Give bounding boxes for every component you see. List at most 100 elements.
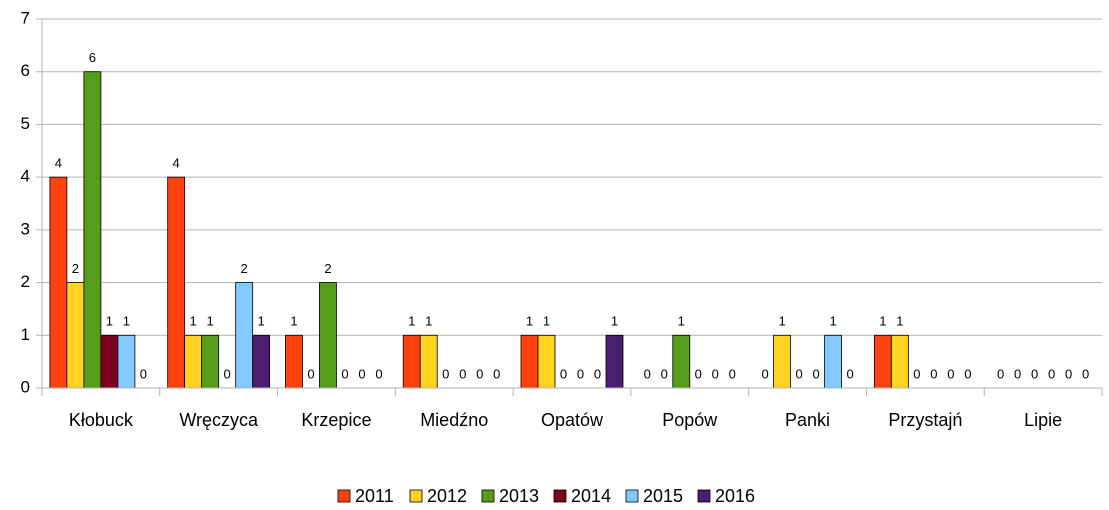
legend-swatch [481,489,495,503]
value-label: 1 [290,314,297,329]
bar [167,176,186,389]
value-label: 0 [695,366,702,381]
value-label: 1 [190,314,197,329]
y-tick-label: 7 [21,8,30,27]
y-tick-label: 5 [21,114,30,133]
value-label: 0 [560,366,567,381]
value-label: 0 [577,366,584,381]
value-label: 0 [140,366,147,381]
bar [285,334,303,389]
value-label: 0 [947,366,954,381]
bar [537,334,556,389]
value-label: 4 [55,156,62,171]
bar [117,334,136,389]
value-label: 1 [829,314,836,329]
value-label: 1 [896,314,903,329]
value-label: 0 [846,366,853,381]
value-label: 0 [358,366,365,381]
legend-swatch [697,489,711,503]
legend-swatch [409,489,423,503]
value-label: 1 [678,314,685,329]
value-label: 1 [543,314,550,329]
value-label: 0 [594,366,601,381]
legend-label: 2016 [715,486,755,506]
bar [319,282,337,389]
value-label: 0 [712,366,719,381]
bar [873,334,892,389]
x-tick-label: Popów [662,410,718,430]
value-label: 1 [879,314,886,329]
x-tick-label: Wręczyca [179,410,259,430]
value-label: 1 [258,314,265,329]
y-tick-label: 3 [21,219,30,238]
value-label: 1 [123,314,130,329]
legend-swatch [553,489,567,503]
value-label: 0 [1014,366,1021,381]
value-label: 0 [459,366,466,381]
value-label: 4 [173,156,180,171]
legend-swatch [625,489,639,503]
value-label: 1 [611,314,618,329]
value-label: 2 [241,261,248,276]
x-tick-label: Panki [785,410,830,430]
y-tick-label: 2 [21,272,30,291]
value-label: 1 [778,314,785,329]
legend-label: 2011 [355,486,394,506]
bar [184,334,203,389]
value-label: 6 [89,50,96,65]
value-label: 0 [812,366,819,381]
y-tick-label: 0 [21,377,30,396]
legend-swatch [337,489,351,503]
value-label: 0 [1065,366,1072,381]
value-label: 0 [224,366,231,381]
value-label: 1 [408,314,415,329]
x-tick-label: Opatów [541,410,604,430]
value-label: 0 [493,366,500,381]
value-label: 0 [476,366,483,381]
bar [201,334,220,389]
value-label: 1 [207,314,214,329]
legend-label: 2015 [643,486,683,506]
x-tick-label: Przystajń [888,410,962,430]
value-label: 1 [526,314,533,329]
value-label: 0 [307,366,314,381]
value-label: 0 [964,366,971,381]
x-tick-label: Miedźno [420,410,488,430]
value-label: 0 [375,366,382,381]
value-label: 0 [913,366,920,381]
y-tick-label: 4 [21,167,30,186]
bar [672,334,691,389]
bar [66,282,85,389]
bar [402,334,421,389]
value-label: 0 [661,366,668,381]
value-label: 0 [930,366,937,381]
value-label: 0 [761,366,768,381]
bar [419,334,438,389]
bar [605,334,624,389]
value-label: 2 [324,261,331,276]
value-label: 0 [1048,366,1055,381]
legend-label: 2013 [499,486,539,506]
value-label: 0 [341,366,348,381]
bar [520,334,539,389]
value-label: 0 [442,366,449,381]
bar [83,71,102,389]
value-label: 1 [425,314,432,329]
bar [824,334,842,389]
y-tick-label: 1 [21,325,30,344]
bar [49,176,68,389]
value-label: 0 [795,366,802,381]
bar [252,334,271,389]
bar [890,334,909,389]
y-tick-label: 6 [21,61,30,80]
bar [773,334,791,389]
value-label: 1 [106,314,113,329]
legend-label: 2012 [427,486,467,506]
bar [100,334,119,389]
x-tick-label: Kłobuck [69,410,134,430]
value-label: 0 [1082,366,1089,381]
value-label: 0 [644,366,651,381]
value-label: 0 [1031,366,1038,381]
x-tick-label: Lipie [1024,410,1062,430]
